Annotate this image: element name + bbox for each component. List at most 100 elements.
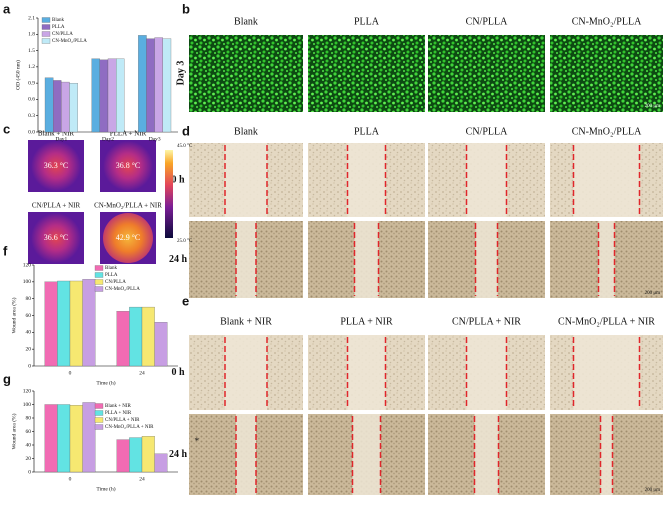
x-tick-label: 24 [139,476,145,482]
legend-label: Blank [52,18,64,23]
panel-label: e [182,293,189,308]
y-tick-label: 40 [26,442,32,448]
bar [53,80,62,133]
legend-swatch [94,279,104,285]
wound-gap [236,221,256,298]
legend-swatch [94,417,104,423]
legend-label: PLLA + NIR [105,411,132,416]
legend-label: CN-MnO₂/PLLA + NIR [105,425,154,430]
y-tick-label: 0.6 [28,97,35,103]
bar [154,453,168,473]
y-tick-label: 2.1 [28,15,35,21]
temperature: 42.9 °C [116,233,141,242]
y-tick-label: 0 [28,469,31,475]
bar [138,35,147,133]
panel-label: g [3,371,11,386]
bar [146,38,155,133]
x-tick-label: Day3 [149,136,161,142]
thermal-sample [31,141,81,191]
column-title: PLLA [354,16,380,27]
panel-label: d [182,123,190,138]
bar [61,81,70,133]
column-title: CN/PLLA [466,126,508,137]
thermal-sample [31,213,81,263]
legend-label: PLLA [105,273,118,278]
legend-swatch [41,24,51,30]
fluorescence-image [428,35,545,112]
legend-label: CN/PLLA + NIR [105,418,140,423]
thermal-label: CN-MnO₂/PLLA + NIR [94,202,162,210]
bar [57,280,71,367]
colorbar-max: 45.0 °C [177,144,193,149]
legend-label: CN/PLLA [52,32,73,37]
bar [116,58,125,133]
y-tick-label: 0.9 [28,80,35,86]
legend-swatch [94,424,104,430]
bar [129,306,143,367]
legend-label: CN-MnO₂/PLLA [105,287,140,292]
bar [116,311,130,367]
fluorescence-image [308,35,425,112]
bar [44,77,54,133]
wound-gap [354,221,379,298]
column-title: CN/PLLA [466,16,508,27]
row-label: 0 h [171,367,185,378]
column-title: PLLA + NIR [340,316,393,327]
colorbar-min: 25.0 °C [177,239,193,244]
wound-gap [475,221,498,298]
column-title: Blank + NIR [220,316,272,327]
legend-swatch [41,31,51,37]
x-tick-label: 0 [69,370,72,376]
bar [91,58,100,133]
y-tick-label: 0.3 [28,113,35,119]
thermal-label: CN/PLLA + NIR [32,202,81,210]
bar [141,306,155,367]
y-axis-label: Wound area (%) [10,297,17,333]
y-tick-label: 20 [26,456,32,462]
wound-gap [466,335,507,410]
y-tick-label: 120 [23,262,32,268]
colorbar [165,150,173,238]
fluorescence-image [550,35,663,112]
legend-swatch [41,17,51,23]
wound-gap [225,335,267,410]
x-tick-label: 24 [139,370,145,376]
y-tick-label: 80 [26,296,32,302]
wound-gap [347,143,386,217]
panel-label: a [3,1,11,16]
bar [57,404,71,473]
bar [129,437,143,473]
scale-bar: 200 μm [645,488,660,493]
legend-label: Blank + NIR [105,404,132,409]
thermal-label: Blank + NIR [38,130,75,138]
x-axis-label: Time (h) [96,379,115,386]
scale-bar: 200 μm [645,104,660,109]
y-tick-label: 0.0 [28,129,35,135]
temperature: 36.6 °C [44,233,69,242]
x-axis-label: Time (h) [96,485,115,492]
legend-swatch [41,38,51,44]
bar [116,439,130,473]
wound-gap [573,335,640,410]
wound-gap [352,414,381,495]
wound-gap [466,143,507,217]
y-tick-label: 1.2 [28,64,35,70]
legend-swatch [94,286,104,292]
y-tick-label: 20 [26,346,32,352]
column-title: Blank [234,16,258,27]
row-label: 24 h [169,254,188,265]
bar [107,58,117,133]
thermal-sample [103,213,153,263]
column-title: CN-MnO₂/PLLA [572,16,642,27]
bar [162,38,172,133]
y-tick-label: 40 [26,330,32,336]
row-label: Day 3 [175,61,186,86]
fluorescence-image [189,35,303,112]
bar [44,404,58,473]
y-tick-label: 100 [23,402,32,408]
row-label: 24 h [169,449,188,460]
temperature: 36.8 °C [116,161,141,170]
legend-swatch [94,410,104,416]
column-title: CN-MnO₂/PLLA + NIR [558,316,655,327]
bar [154,37,163,133]
